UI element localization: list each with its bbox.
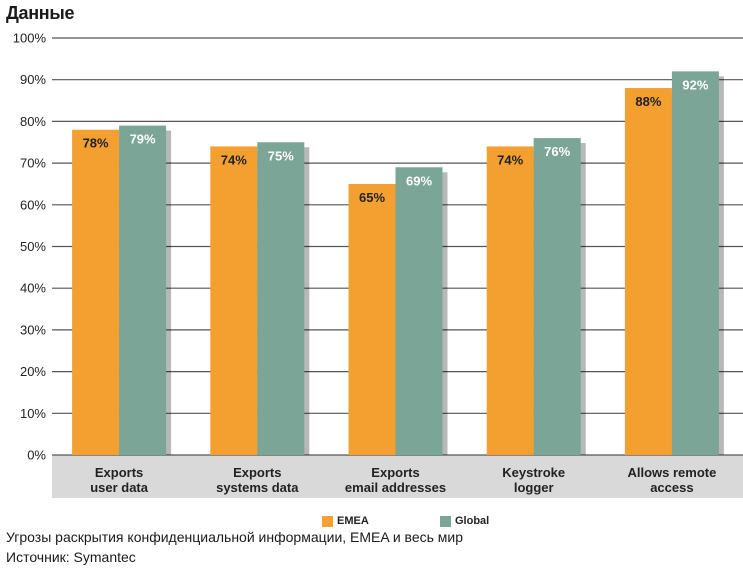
x-tick-label: Exports [95, 465, 143, 480]
x-tick-label: Exports [233, 465, 281, 480]
y-tick-label: 70% [20, 156, 46, 171]
legend-item-emea: EMEA [322, 515, 369, 527]
y-tick-label: 0% [27, 448, 46, 463]
chart-title: Данные [6, 3, 75, 23]
data-label: 75% [268, 148, 294, 163]
y-tick-label: 20% [20, 364, 46, 379]
data-label: 74% [221, 152, 247, 167]
x-tick-label: access [650, 480, 693, 495]
x-tick-label: Exports [371, 465, 419, 480]
data-label: 69% [406, 173, 432, 188]
data-label: 74% [497, 152, 523, 167]
y-tick-label: 50% [20, 239, 46, 254]
bar-global [533, 138, 581, 455]
bar-global [671, 71, 719, 456]
bar-emea [624, 88, 672, 455]
y-tick-label: 30% [20, 322, 46, 337]
y-tick-label: 80% [20, 114, 46, 129]
x-tick-label: user data [90, 480, 149, 495]
bar-emea [72, 129, 120, 456]
y-tick-label: 40% [20, 281, 46, 296]
bar-emea [210, 146, 258, 456]
data-label: 88% [635, 94, 661, 109]
x-tick-label: logger [514, 480, 554, 495]
legend-swatch-global [440, 515, 451, 527]
x-tick-label: Keystroke [502, 465, 565, 480]
y-tick-label: 90% [20, 72, 46, 87]
x-tick-label: Allows remote [627, 465, 716, 480]
data-label: 65% [359, 190, 385, 205]
data-label: 92% [682, 77, 708, 92]
bar-emea [348, 183, 396, 455]
y-tick-label: 100% [13, 31, 47, 46]
data-label: 78% [83, 136, 109, 151]
x-tick-label: email addresses [345, 480, 446, 495]
bar-global [257, 142, 305, 455]
bar-emea [486, 146, 534, 456]
category-axis-band [52, 455, 743, 498]
legend-item-global: Global [440, 515, 489, 527]
bar-global [119, 125, 167, 455]
y-tick-label: 10% [20, 406, 46, 421]
data-label: 76% [544, 144, 570, 159]
y-tick-label: 60% [20, 197, 46, 212]
legend-label-global: Global [455, 515, 490, 527]
bar-global [395, 167, 443, 455]
x-tick-label: systems data [216, 480, 299, 495]
chart-source: Источник: Symantec [6, 549, 136, 565]
legend-label-emea: EMEA [337, 515, 369, 527]
data-label: 79% [130, 132, 156, 147]
legend-swatch-emea [322, 515, 333, 527]
chart-caption: Угрозы раскрытия конфиденциальной информ… [6, 529, 464, 545]
